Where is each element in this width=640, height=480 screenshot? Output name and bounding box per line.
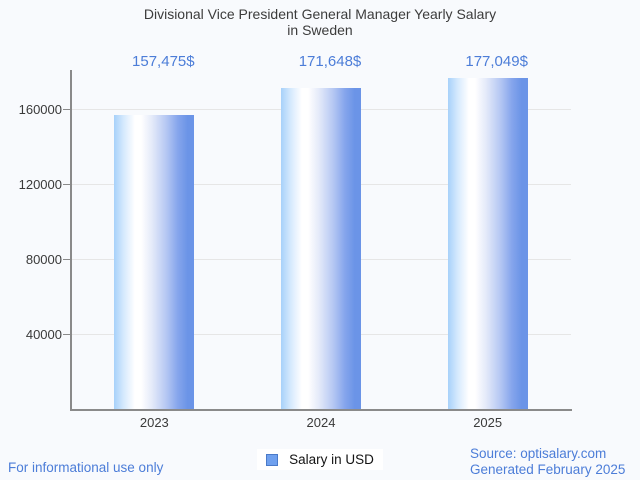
y-axis-tick-80000 [63, 259, 71, 261]
legend-label: Salary in USD [289, 452, 374, 467]
bar-value-label-2024: 171,648$ [298, 53, 362, 70]
x-axis-label-2025: 2025 [473, 415, 503, 430]
y-axis-line [70, 70, 72, 411]
bar-2023 [114, 114, 195, 410]
chart-title-line1: Divisional Vice President General Manage… [143, 6, 497, 22]
bar-2025 [447, 78, 528, 410]
y-axis-tick-40000 [63, 334, 71, 336]
source-info: Source: optisalary.com Generated Februar… [470, 446, 625, 477]
bar-value-label-2023: 157,475$ [132, 53, 195, 70]
source-link[interactable]: Source: optisalary.com [470, 446, 607, 461]
legend-marker-square [266, 453, 279, 466]
legend-item-salary: Salary in USD [257, 449, 383, 470]
chart-legend: Salary in USD [0, 449, 640, 470]
y-axis-label-40000: 40000 [25, 326, 62, 342]
chart-title-line2: in Sweden [287, 22, 353, 38]
x-axis-line [70, 409, 572, 411]
bar-value-label-2025: 177,049$ [465, 53, 528, 70]
disclaimer-text: For informational use only [8, 460, 164, 475]
y-axis-label-120000: 120000 [18, 176, 62, 192]
x-axis-label-2023: 2023 [139, 415, 169, 430]
x-axis-label-2024: 2024 [306, 415, 336, 430]
generated-date: Generated February 2025 [470, 461, 626, 477]
bar-2024 [281, 88, 361, 410]
y-axis-label-80000: 80000 [25, 251, 62, 267]
y-axis-tick-120000 [63, 184, 71, 186]
chart-title: Divisional Vice President General Manage… [0, 6, 640, 38]
y-axis-label-160000: 160000 [18, 101, 62, 117]
y-axis-tick-160000 [63, 109, 71, 111]
